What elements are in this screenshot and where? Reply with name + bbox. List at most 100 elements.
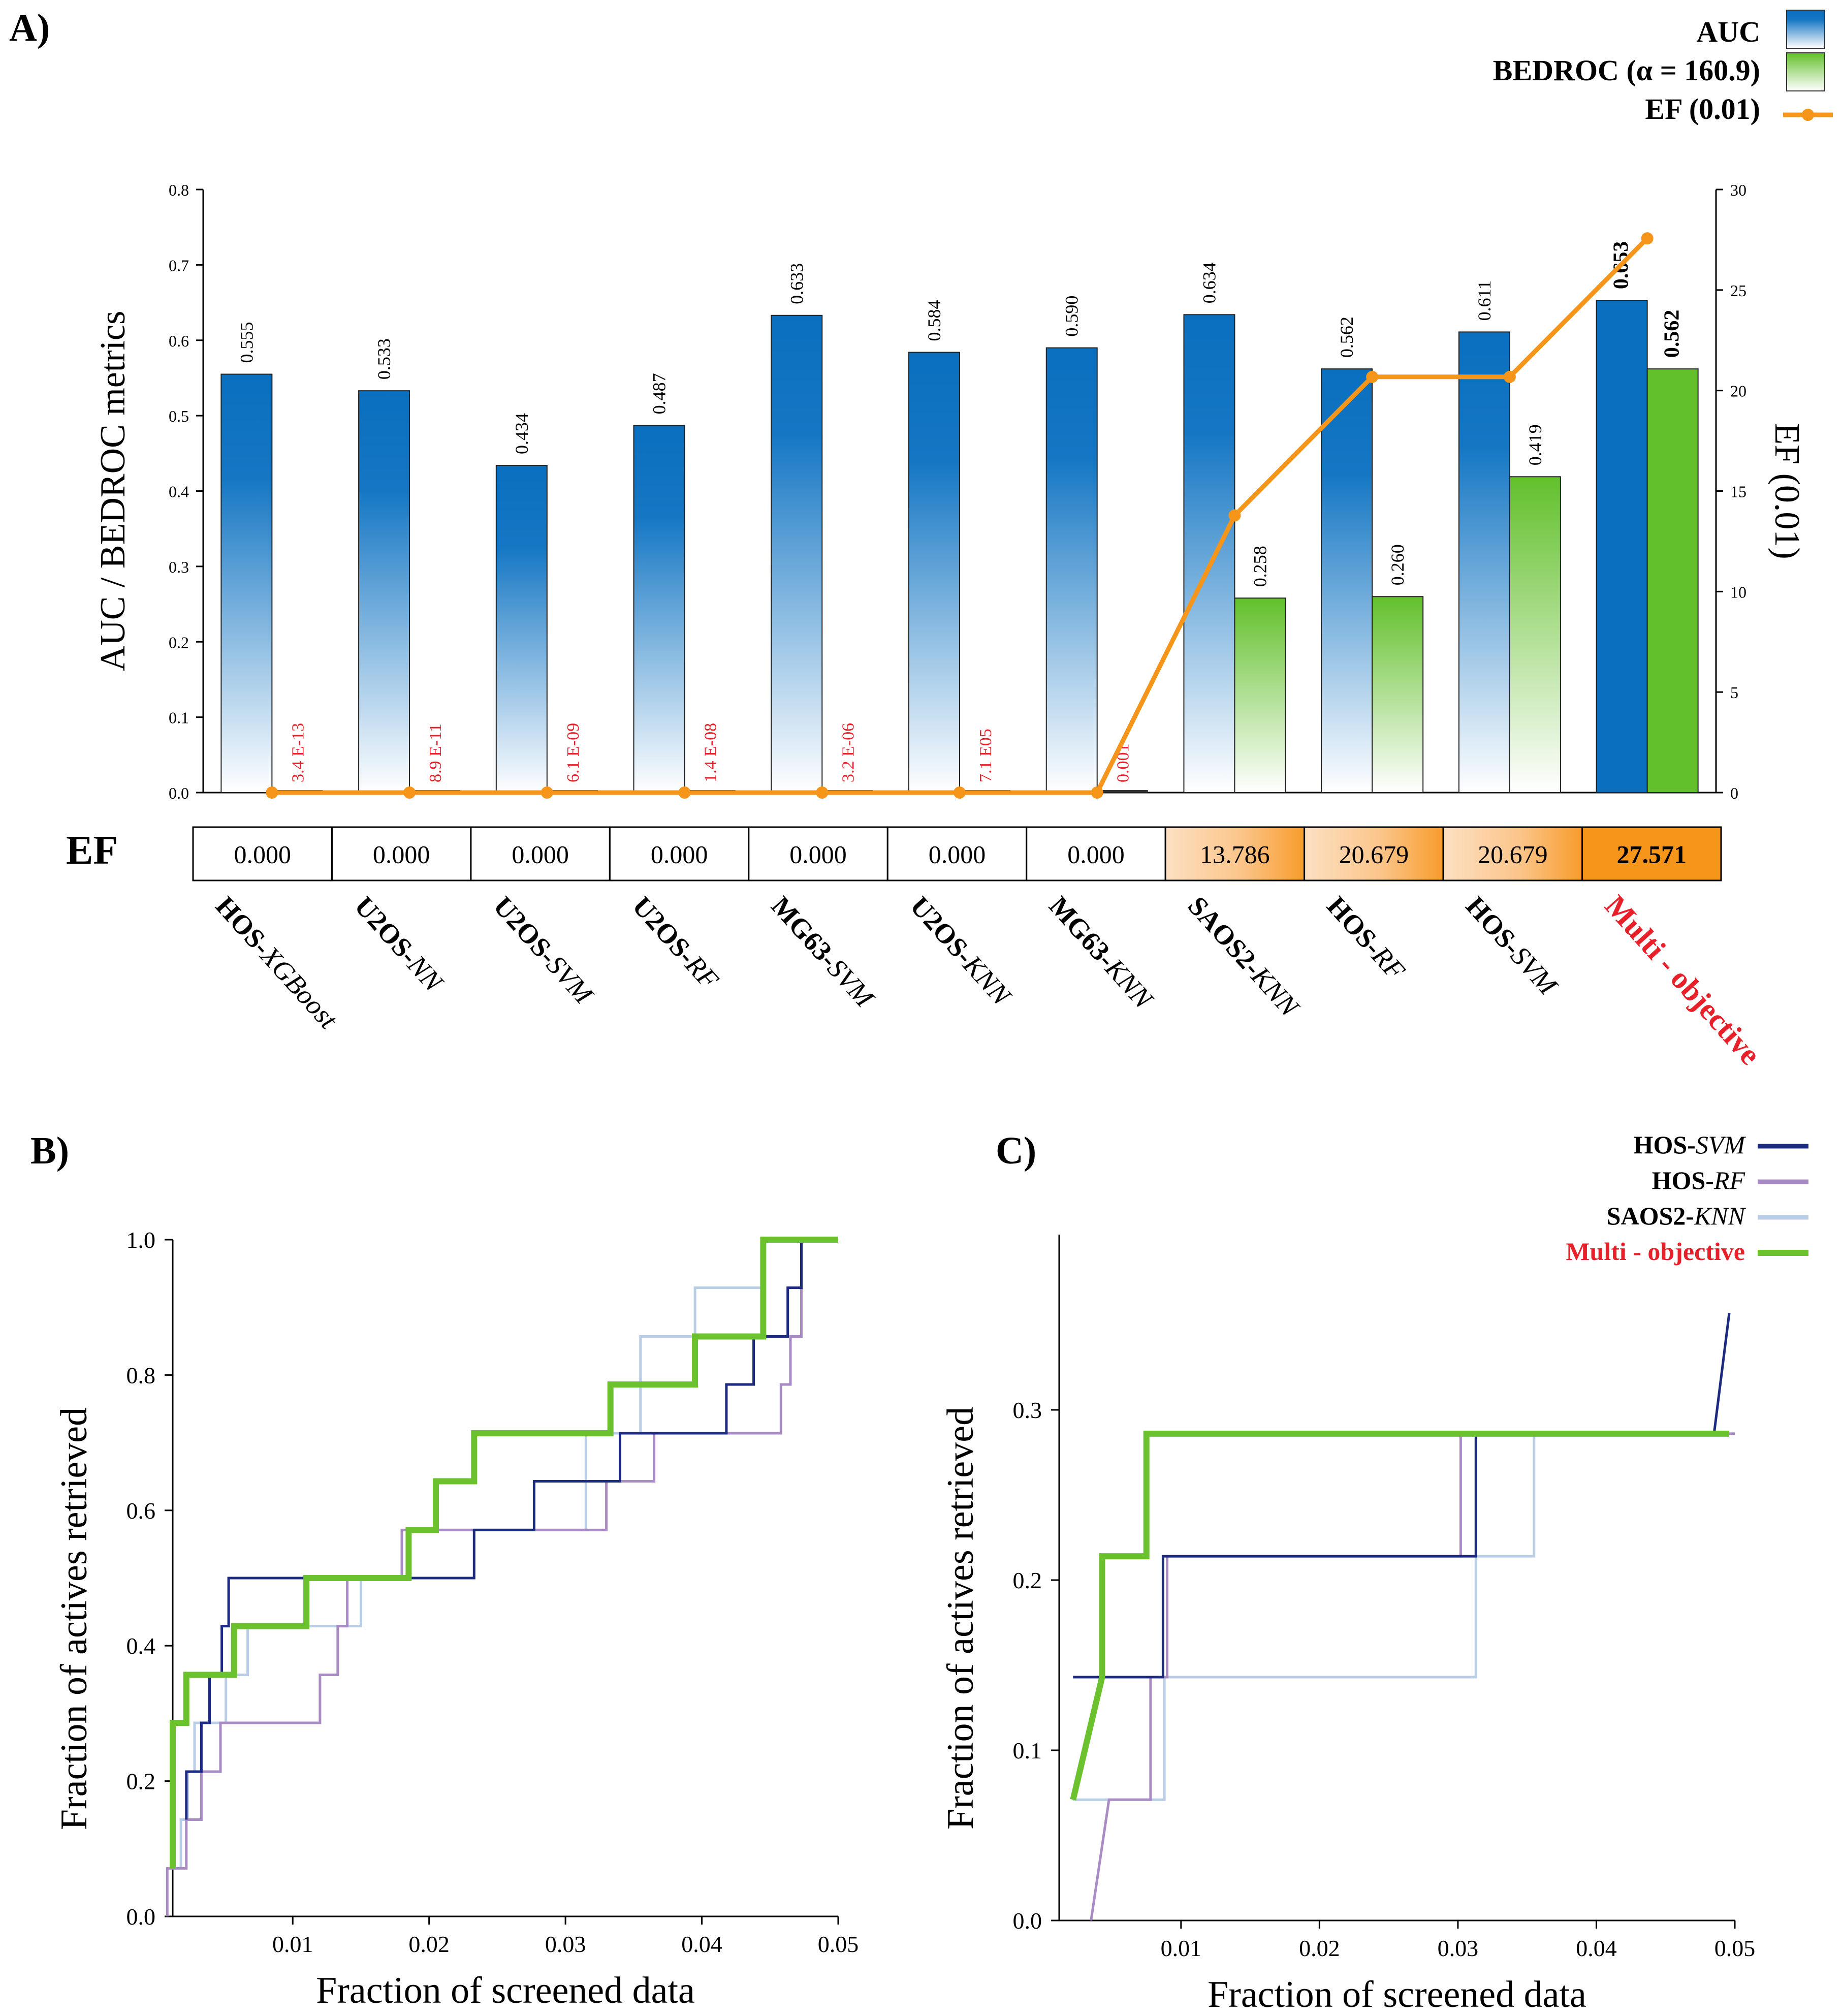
y-tick-label: 0.8: [126, 1362, 156, 1388]
series-line: [185, 1238, 838, 1820]
bedroc-bar: [1509, 476, 1561, 793]
y-tick-label: 0.3: [1013, 1397, 1042, 1423]
legend-entry-prefix: HOS-: [1634, 1130, 1696, 1159]
panel-b-label: B): [30, 1129, 69, 1172]
y-tick-label: 0.7: [169, 256, 189, 274]
bedroc-value-label: 3.4 E-13: [289, 723, 307, 782]
category-label: HOS-SVM: [1460, 891, 1564, 1002]
x-tick-label: 0.02: [408, 1931, 450, 1957]
bedroc-value-label: 0.258: [1250, 546, 1270, 587]
y-tick-label: 0.4: [126, 1633, 156, 1659]
legend-auc-label: AUC: [1696, 15, 1760, 48]
y-tick-label: 0.0: [126, 1904, 156, 1930]
category-label: MG63-KNN: [1043, 891, 1160, 1015]
y-tick-label: 0.1: [169, 709, 189, 727]
ef-cell: [1581, 826, 1722, 881]
bedroc-bar: [1097, 790, 1148, 793]
legend-entry-label: Multi - objective: [1566, 1237, 1745, 1266]
category-label: HOS-RF: [1321, 891, 1411, 986]
ef-marker: [1503, 370, 1516, 383]
auc-bar: [1596, 300, 1648, 793]
auc-bar: [358, 390, 410, 793]
bedroc-value-label: 1.4 E-08: [702, 723, 720, 782]
auc-bar: [1183, 314, 1235, 793]
ef-cell-value: 13.786: [1200, 840, 1270, 869]
category-label-prefix: SAOS2-: [1182, 891, 1268, 981]
ef-cell-value: 27.571: [1617, 840, 1687, 869]
chart-c: 0.01 0.02 0.03 0.04 0.05 0.0 0.1 0.2 0.3 Fraction…: [940, 1235, 1755, 2015]
x-tick-label: 0.05: [818, 1931, 859, 1957]
ef-cell-value: 0.000: [789, 840, 847, 869]
chart-b: 0.01 0.02 0.03 0.04 0.05 0.0 0.2 0.4 0.6 0.8 1.0 Fr…: [53, 1227, 859, 2011]
legend-entry-model: RF: [1713, 1166, 1745, 1194]
ef-marker: [678, 786, 691, 799]
y-tick-label: 0.2: [169, 633, 189, 651]
category-label-prefix: U2OS-: [348, 891, 424, 970]
legend-entry-model: SVM: [1696, 1130, 1746, 1159]
category-label-prefix: MG63-: [766, 891, 844, 973]
ef-cell: [1442, 826, 1583, 881]
y-tick-label: 1.0: [126, 1227, 156, 1253]
ef-cell-value: 0.000: [234, 840, 291, 869]
legend-auc-swatch: [1786, 10, 1825, 49]
y2-axis-title: EF (0.01): [1767, 423, 1806, 559]
category-label-prefix: U2OS-: [488, 891, 563, 970]
ef-marker: [541, 786, 553, 799]
series-line: [1070, 1430, 1730, 1801]
y-tick-label: 0.4: [169, 483, 189, 501]
auc-value-label: 0.487: [649, 373, 670, 414]
y-tick-label: 0.2: [126, 1769, 156, 1794]
y2-tick-label: 30: [1730, 181, 1746, 199]
auc-value-label: 0.590: [1062, 296, 1082, 337]
ef-table-label: EF: [66, 828, 118, 873]
category-label: HOS-XGBoost: [210, 891, 344, 1035]
y2-tick-label: 5: [1730, 683, 1738, 702]
category-label: U2OS-SVM: [488, 891, 600, 1011]
series-line: [166, 1238, 838, 1916]
auc-bar: [771, 314, 823, 793]
ef-cell-value: 0.000: [929, 840, 986, 869]
bedroc-bar: [1372, 596, 1424, 793]
auc-bar: [1321, 368, 1373, 793]
panel-a-label: A): [9, 7, 50, 49]
series-line: [170, 1237, 838, 1869]
chart-a: 0.0 0.1 0.2 0.3 0.4 0.5 0.6 0.7 0.8 0 5 10 15 20 25 30 A…: [93, 181, 1806, 802]
bedroc-value-label: 3.2 E-06: [839, 723, 858, 782]
auc-value-label: 0.555: [236, 322, 257, 363]
category-label: U2OS-RF: [626, 891, 725, 995]
ef-cell: [470, 826, 611, 881]
category-label: U2OS-KNN: [904, 891, 1018, 1012]
y-tick-label: 0.2: [1013, 1567, 1042, 1593]
ef-cell: [748, 826, 888, 881]
x-tick-label: 0.03: [545, 1931, 586, 1957]
category-label-prefix: U2OS-: [904, 891, 980, 970]
bedroc-value-label: 0.260: [1387, 544, 1408, 585]
ef-cell-value: 20.679: [1478, 840, 1548, 869]
y2-tick-label: 25: [1730, 281, 1746, 300]
x-tick-label: 0.04: [1576, 1935, 1617, 1961]
y2-tick-label: 20: [1730, 382, 1746, 400]
ef-cell-value: 0.000: [1067, 840, 1125, 869]
legend-bedroc-label: BEDROC (α = 160.9): [1493, 54, 1760, 87]
y2-tick-label: 0: [1730, 784, 1738, 802]
legend-entry-label: HOS-SVM: [1634, 1130, 1746, 1159]
y-tick-label: 0.3: [169, 558, 189, 576]
y-tick-label: 0.1: [1013, 1738, 1042, 1763]
ef-marker: [403, 786, 416, 799]
category-label: Multi - objective: [1599, 889, 1767, 1072]
auc-value-label: 0.611: [1474, 280, 1495, 321]
category-label: U2OS-NN: [348, 891, 450, 998]
ef-marker: [1641, 232, 1654, 245]
bedroc-bar: [1234, 597, 1286, 793]
x-tick-label: 0.01: [1161, 1935, 1202, 1961]
legend-ef-marker: [1802, 109, 1814, 121]
ef-cell: [1164, 826, 1306, 881]
auc-value-label: 0.634: [1199, 262, 1219, 303]
legend-entry-label: SAOS2-KNN: [1607, 1202, 1746, 1230]
auc-bar: [1045, 347, 1098, 793]
series-line: [1073, 1432, 1735, 1801]
y-axis-title: Fraction of actives retrieved: [940, 1407, 981, 1830]
